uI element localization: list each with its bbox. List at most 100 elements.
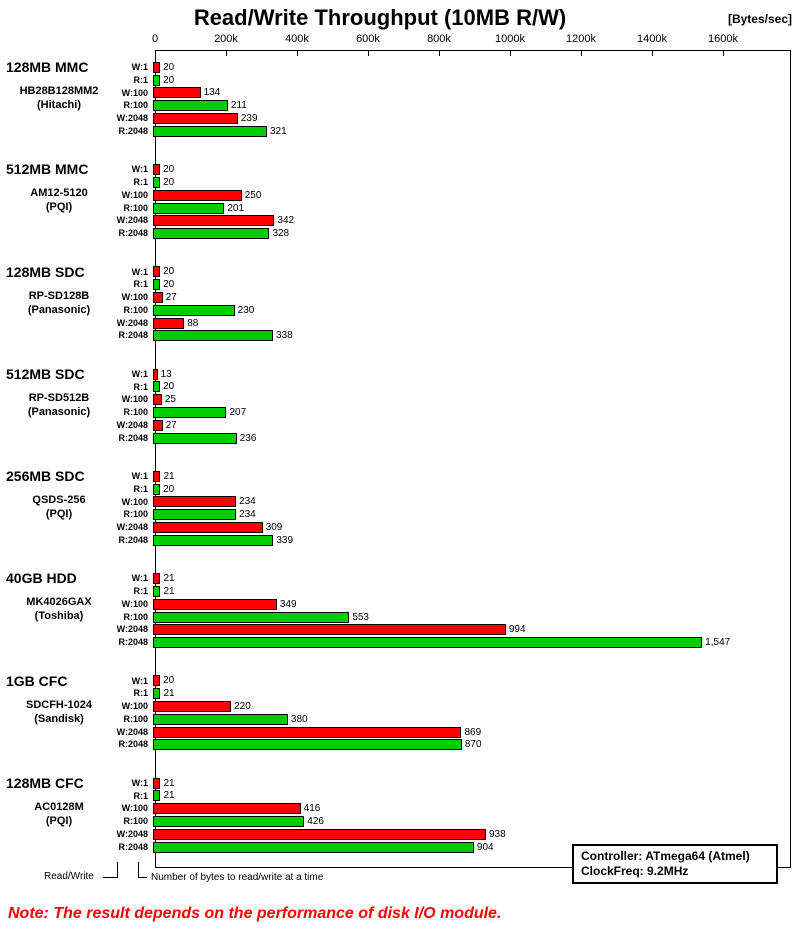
bar-row: R:100 553 (0, 611, 791, 624)
bar-value-label: 380 (290, 713, 308, 725)
read-bar (153, 637, 703, 649)
device-info: 256MB SDC QSDS-256 (PQI) (0, 468, 118, 520)
bar-value-label: 250 (244, 189, 262, 201)
bar-track: 220 (152, 700, 788, 712)
bar-track: 426 (152, 816, 788, 828)
bar-row: R:1 20 (0, 483, 791, 496)
write-bar (153, 113, 238, 125)
bar-label: W:1 (131, 573, 148, 584)
bar-value-label: 1,547 (705, 637, 731, 649)
write-bar (153, 419, 163, 431)
bar-track: 338 (152, 330, 788, 342)
device-info: 512MB MMC AM12-5120 (PQI) (0, 161, 118, 213)
bar-track: 994 (152, 624, 788, 636)
bar-value-label: 239 (240, 113, 258, 125)
device-name: 128MB CFC (6, 774, 84, 791)
bar-track: 20 (152, 176, 788, 188)
bar-label: R:100 (123, 407, 148, 418)
bar-track: 230 (152, 304, 788, 316)
bar-label: W:2048 (116, 522, 148, 533)
bar-row: R:1 20 (0, 74, 791, 87)
bar-track: 20 (152, 266, 788, 278)
bar-track: 321 (152, 125, 788, 137)
bar-row: R:100 211 (0, 99, 791, 112)
read-bar (153, 176, 161, 188)
bar-row: R:100 380 (0, 713, 791, 726)
bar-label: W:2048 (116, 215, 148, 226)
bar-value-label: 20 (163, 483, 175, 495)
x-axis-tick-label: 1200k (566, 33, 596, 45)
bar-track: 21 (152, 790, 788, 802)
bar-track: 27 (152, 291, 788, 303)
device-info: 512MB SDC RP-SD512B (Panasonic) (0, 366, 118, 418)
x-axis-tick-mark (581, 51, 582, 56)
x-axis-tick-label: 800k (427, 33, 451, 45)
bar-value-label: 27 (165, 419, 177, 431)
bar-row: W:2048 938 (0, 828, 791, 841)
x-axis-tick-mark (226, 51, 227, 56)
bar-row: R:2048 870 (0, 738, 791, 751)
bar-track: 211 (152, 100, 788, 112)
device-info: 40GB HDD MK4026GAX (Toshiba) (0, 570, 118, 622)
bar-row: R:2048 236 (0, 432, 791, 445)
device-model: HB28B128MM2 (19, 85, 99, 97)
write-bar (153, 61, 161, 73)
bar-row: W:2048 869 (0, 726, 791, 739)
bar-value-label: 938 (488, 828, 506, 840)
bar-row: W:2048 239 (0, 112, 791, 125)
bar-row: W:100 27 (0, 291, 791, 304)
device-group: 128MB CFC AC0128M (PQI) W:1 21 R:1 21 W:100 416 R… (0, 766, 791, 868)
bar-value-label: 20 (163, 279, 175, 291)
bar-value-label: 21 (163, 470, 175, 482)
bar-label: W:2048 (116, 624, 148, 635)
write-bar (153, 598, 277, 610)
x-axis-tick-mark (652, 51, 653, 56)
bar-value-label: 207 (229, 407, 247, 419)
device-maker: (Panasonic) (27, 405, 91, 418)
bar-track: 13 (152, 368, 788, 380)
bar-track: 20 (152, 675, 788, 687)
bar-value-label: 309 (265, 522, 283, 534)
bar-track: 21 (152, 573, 788, 585)
bar-row: W:1 21 (0, 777, 791, 790)
bar-track: 20 (152, 381, 788, 393)
bar-label: R:2048 (118, 534, 148, 545)
read-bar (153, 228, 270, 240)
device-maker: (Panasonic) (27, 303, 91, 316)
bar-value-label: 870 (464, 739, 482, 751)
bar-value-label: 869 (464, 726, 482, 738)
bar-track: 20 (152, 483, 788, 495)
bar-value-label: 25 (164, 394, 176, 406)
write-bar (153, 87, 201, 99)
device-info: 128MB SDC RP-SD128B (Panasonic) (0, 264, 118, 316)
read-bar (153, 713, 288, 725)
read-bar (153, 585, 161, 597)
bar-label: R:1 (133, 177, 148, 188)
bar-value-label: 234 (239, 509, 256, 521)
bar-row: W:2048 994 (0, 623, 791, 636)
device-group: 1GB CFC SDCFH-1024 (Sandisk) W:1 20 R:1 21 W:10… (0, 664, 791, 766)
write-bar (153, 470, 161, 482)
x-axis-tick-mark (723, 51, 724, 56)
bar-label: W:100 (121, 803, 148, 814)
bar-track: 342 (152, 215, 788, 227)
x-axis-tick-mark (439, 51, 440, 56)
bar-track: 309 (152, 522, 788, 534)
device-group: 512MB MMC AM12-5120 (PQI) W:1 20 R:1 20 W:100 25… (0, 152, 791, 254)
read-bar (153, 432, 237, 444)
x-axis-tick-mark (297, 51, 298, 56)
device-model: AM12-5120 (30, 187, 88, 200)
bar-label: R:1 (133, 279, 148, 290)
read-bar (153, 790, 161, 802)
bar-label: R:100 (123, 202, 148, 213)
read-bar (153, 611, 350, 623)
bar-label: W:100 (121, 701, 148, 712)
write-bar (153, 394, 162, 406)
bar-label: R:100 (123, 611, 148, 622)
read-bar (153, 534, 274, 546)
bar-value-label: 20 (163, 381, 175, 393)
bar-track: 553 (152, 611, 788, 623)
bar-value-label: 20 (163, 176, 175, 188)
bar-row: W:1 21 (0, 470, 791, 483)
write-bar (153, 368, 158, 380)
